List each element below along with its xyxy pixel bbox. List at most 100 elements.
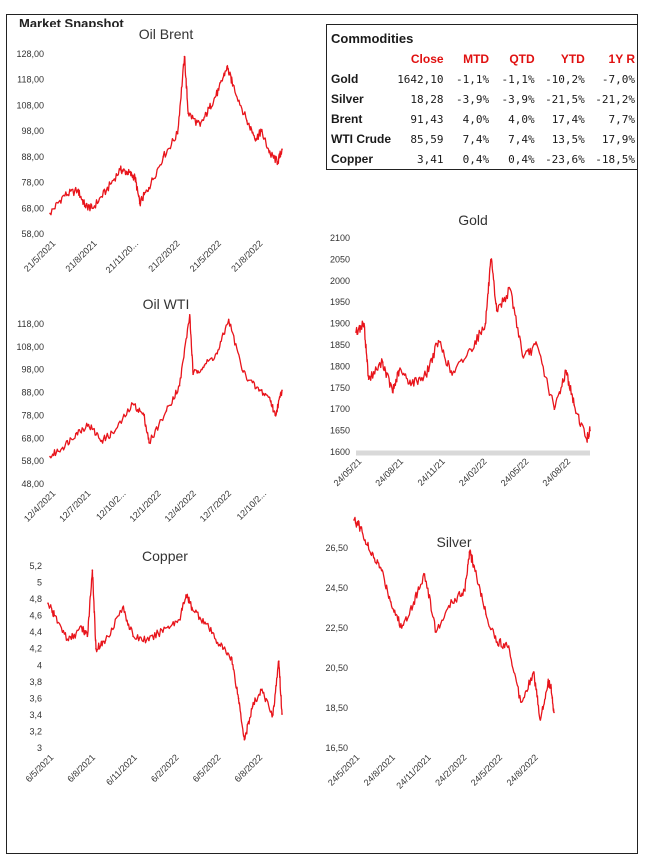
data-point [251,705,254,708]
data-point [95,647,97,650]
data-point [227,318,230,321]
data-point [269,153,272,156]
x-tick-label: 6/5/2022 [191,752,223,784]
y-tick-label: 20,50 [325,663,348,673]
data-point [226,66,228,68]
x-tick-label: 6/8/2022 [232,752,264,784]
data-point [188,314,191,316]
data-point [363,322,365,325]
y-tick-label: 24,50 [325,583,348,593]
data-point [87,423,90,426]
data-point [390,601,392,603]
data-point [536,344,538,346]
cell-ytd: -21,5% [545,92,585,106]
data-point [121,606,124,609]
data-point [539,719,542,721]
table-header-row: Close MTD QTD YTD 1Y R [329,49,637,69]
cell-close: 91,43 [410,112,444,126]
cell-mtd: 4,0% [462,112,490,126]
data-point [522,357,525,359]
data-point [205,623,207,625]
x-tick-label: 24/05/21 [332,456,364,488]
x-tick-label: 24/2/2022 [433,752,468,787]
y-tick-label: 3,6 [29,693,42,703]
x-tick-label: 24/8/2021 [362,752,397,787]
data-point [246,120,248,122]
data-point [277,161,279,163]
y-tick-label: 16,50 [325,743,348,753]
data-point [47,602,49,605]
oil-wti-chart: Oil WTI 48,00 58,00 68,00 78,00 88,00 98,00 108… [6,292,286,532]
cell-1yr: 17,9% [601,132,635,146]
cell-name: Brent [331,112,363,126]
y-tick-label: 78,00 [21,178,44,188]
data-point [411,382,413,385]
data-point [589,429,591,432]
data-point [192,373,194,376]
data-point [281,389,283,392]
data-point [425,374,427,376]
x-tick-label: 24/8/2022 [505,752,540,787]
data-point [113,430,116,433]
y-tick-label: 88,00 [21,388,44,398]
chart-svg: Copper 3 3,2 3,4 3,6 3,8 4 4,2 4,4 4,6 4,8 5 5,2 6/5/… [24,548,283,787]
header-qtd: QTD [509,52,535,66]
data-point [148,639,150,642]
y-tick-label: 4,2 [29,644,42,654]
cell-name: Gold [331,72,359,86]
data-point [398,369,400,372]
y-tick-label: 26,50 [325,543,348,553]
cell-close: 3,41 [417,152,444,166]
data-point [185,594,187,596]
data-point [49,212,51,215]
data-point [437,339,440,342]
header-name [329,49,395,69]
data-point [565,369,567,372]
page-title: Market Snapshot [19,16,124,27]
y-tick-label: 4 [37,660,42,670]
cell-1yr: 7,7% [608,112,636,126]
data-point [400,627,403,629]
cell-close: 1642,10 [397,72,444,86]
data-point [84,204,86,207]
data-point [553,711,555,714]
data-point [176,132,179,135]
y-tick-label: 4,8 [29,594,42,604]
data-point [360,527,362,529]
header-mtd: MTD [463,52,490,66]
table-row: Brent 91,43 4,0% 4,0% 17,4% 7,7% [329,109,637,129]
data-point [355,331,357,333]
data-point [272,714,274,716]
y-tick-label: 118,00 [17,319,44,329]
data-point [91,569,94,571]
cell-mtd: -1,1% [455,72,490,86]
data-point [281,148,283,150]
cell-1yr: -21,2% [595,92,635,106]
cell-qtd: -3,9% [501,92,535,106]
y-tick-label: 18,50 [325,703,348,713]
y-tick-label: 5,2 [29,561,42,571]
chart-svg: Silver 16,50 18,50 20,50 22,50 24,50 26,50 24/5… [325,516,555,791]
data-point [49,455,51,458]
x-tick-label: 12/7/2022 [198,488,233,523]
x-tick-label: 12/1/2022 [127,488,162,523]
data-point [143,414,145,417]
cell-name: Silver [331,92,364,106]
y-tick-label: 88,00 [21,152,44,162]
data-point [216,352,219,355]
y-tick-label: 1650 [330,426,350,436]
x-tick-label: 24/11/2021 [394,752,432,790]
data-point [63,194,65,197]
data-point [484,322,487,325]
y-tick-label: 1700 [330,404,350,414]
data-point [412,601,415,603]
data-point [218,643,221,646]
data-point [237,697,240,700]
x-tick-label: 21/8/2021 [63,238,98,273]
y-tick-label: 58,00 [21,229,44,239]
chart-title: Gold [458,212,488,228]
data-point [391,391,394,393]
cell-ytd: -23,6% [545,152,585,166]
y-tick-label: 3 [37,743,42,753]
x-tick-label: 24/5/2021 [326,752,361,787]
